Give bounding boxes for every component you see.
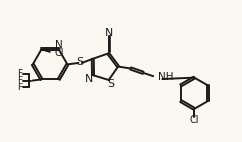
Text: N: N <box>55 40 63 50</box>
Text: S: S <box>76 58 83 67</box>
Text: Cl: Cl <box>54 48 64 58</box>
Text: F: F <box>17 76 22 85</box>
Text: F: F <box>17 83 22 92</box>
Text: S: S <box>107 79 114 89</box>
Text: N: N <box>105 28 113 37</box>
Text: NH: NH <box>159 72 174 82</box>
Text: N: N <box>85 74 93 84</box>
Text: Cl: Cl <box>189 115 199 125</box>
Text: F: F <box>17 69 22 78</box>
